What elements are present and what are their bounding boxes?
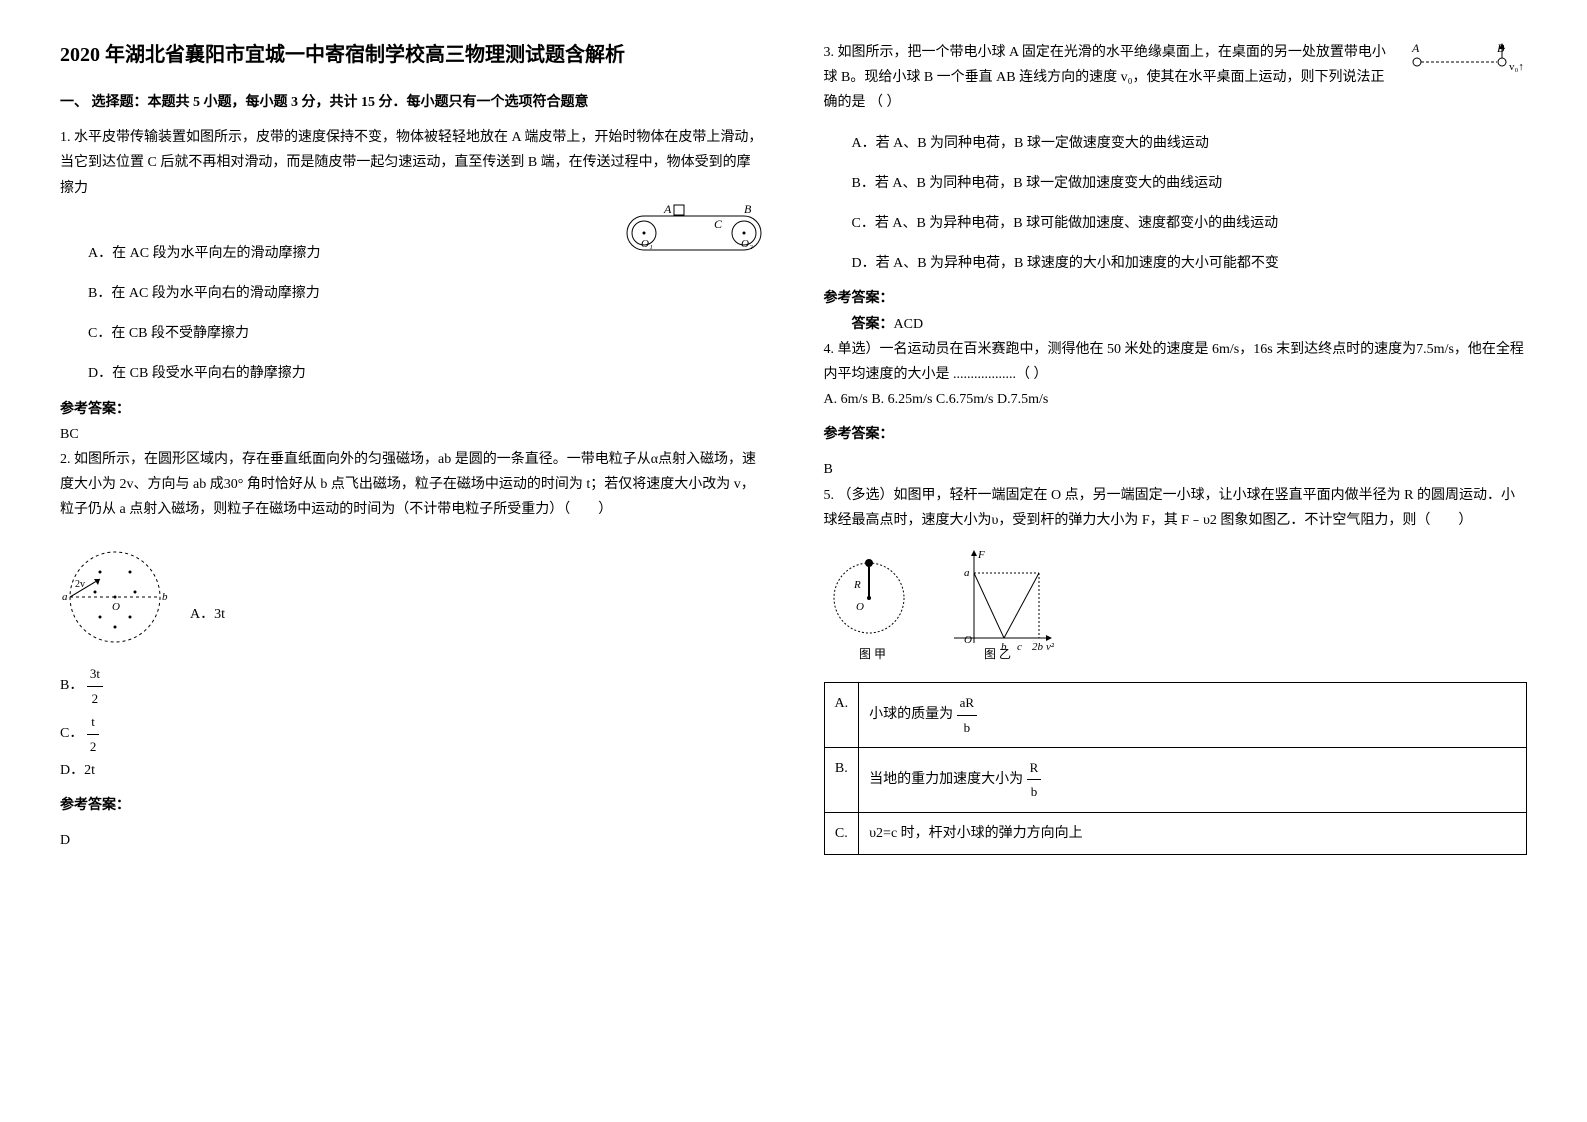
q4-ans: B <box>824 457 1528 482</box>
ab-figure: A B v₀↑ <box>1407 40 1527 80</box>
question-4: 4. 单选）一名运动员在百米赛跑中，测得他在 50 米处的速度是 6m/s，16… <box>824 337 1528 413</box>
q1-optD: D．在 CB 段受水平向右的静摩擦力 <box>60 361 764 386</box>
section-header: 一、 选择题：本题共 5 小题，每小题 3 分，共计 15 分．每小题只有一个选… <box>60 90 764 115</box>
table-row: C. υ2=c 时，杆对小球的弹力方向向上 <box>824 812 1527 854</box>
question-5: 5. （多选）如图甲，轻杆一端固定在 O 点，另一端固定一小球，让小球在竖直平面… <box>824 483 1528 533</box>
q1-ans-label: 参考答案： <box>60 397 764 422</box>
row-label-B: B. <box>824 747 859 812</box>
table-row: B. 当地的重力加速度大小为 Rb <box>824 747 1527 812</box>
q3-ans-row: 答案：ACD <box>824 312 1528 337</box>
q5-stem: 5. （多选）如图甲，轻杆一端固定在 O 点，另一端固定一小球，让小球在竖直平面… <box>824 483 1528 533</box>
q2-optA: A．3t <box>190 532 225 627</box>
svg-text:图 甲: 图 甲 <box>859 647 886 661</box>
svg-text:v₀↑: v₀↑ <box>1509 61 1524 73</box>
row-label-C: C. <box>824 812 859 854</box>
svg-text:b: b <box>162 591 168 603</box>
svg-text:F: F <box>977 549 985 561</box>
svg-text:C: C <box>714 217 723 231</box>
row-content-A: 小球的质量为 aRb <box>859 683 1527 748</box>
q5-option-table: A. 小球的质量为 aRb B. 当地的重力加速度大小为 Rb C. υ2=c … <box>824 682 1528 855</box>
svg-text:R: R <box>853 579 861 591</box>
q4-ans-label: 参考答案： <box>824 422 1528 447</box>
q2-ans: D <box>60 828 764 853</box>
q2-optB: B． 3t2 <box>60 662 764 710</box>
question-2: 2. 如图所示，在圆形区域内，存在垂直纸面向外的匀强磁场，ab 是圆的一条直径。… <box>60 447 764 523</box>
q5-figures: R O 图 甲 F v² a O b c 2b 图 乙 <box>824 543 1528 672</box>
q2-stem-p1: 2. 如图所示，在圆形区域内，存在垂直纸面向外的匀强磁场，ab 是圆的一条直径。… <box>60 452 651 467</box>
svg-text:A: A <box>663 202 672 216</box>
q1-ans: BC <box>60 422 764 447</box>
svg-text:A: A <box>1411 41 1420 55</box>
svg-text:a: a <box>964 567 970 579</box>
svg-text:O₁: O₁ <box>641 238 653 250</box>
q4-stem: 4. 单选）一名运动员在百米赛跑中，测得他在 50 米处的速度是 6m/s，16… <box>824 337 1528 387</box>
q1-optC: C．在 CB 段不受静摩擦力 <box>60 321 764 346</box>
row-label-A: A. <box>824 683 859 748</box>
belt-figure: A B C O₁ O₂ <box>624 201 764 261</box>
q2-optD: D．2t <box>60 758 764 783</box>
svg-text:a: a <box>62 591 68 603</box>
svg-text:c: c <box>1017 641 1022 653</box>
svg-text:v²: v² <box>1046 641 1054 653</box>
q2-optC: C． t2 <box>60 710 764 758</box>
svg-text:B: B <box>744 202 752 216</box>
q1-optB: B．在 AC 段为水平向右的滑动摩擦力 <box>60 281 764 306</box>
svg-text:图 乙: 图 乙 <box>984 647 1011 661</box>
circle-figure: a b O 2v <box>60 542 170 652</box>
svg-text:O: O <box>964 634 972 646</box>
q3-optA: A．若 A、B 为同种电荷，B 球一定做速度变大的曲线运动 <box>824 131 1528 156</box>
row-content-B: 当地的重力加速度大小为 Rb <box>859 747 1527 812</box>
row-content-C: υ2=c 时，杆对小球的弹力方向向上 <box>859 812 1527 854</box>
q1-stem: 1. 水平皮带传输装置如图所示，皮带的速度保持不变，物体被轻轻地放在 A 端皮带… <box>60 125 764 201</box>
q3-ans-label: 参考答案： <box>824 286 1528 311</box>
table-row: A. 小球的质量为 aRb <box>824 683 1527 748</box>
svg-text:O: O <box>112 601 120 613</box>
question-1: 1. 水平皮带传输装置如图所示，皮带的速度保持不变，物体被轻轻地放在 A 端皮带… <box>60 125 764 386</box>
q3-optC: C．若 A、B 为异种电荷，B 球可能做加速度、速度都变小的曲线运动 <box>824 211 1528 236</box>
question-3: A B v₀↑ 3. 如图所示，把一个带电小球 A 固定在光滑的水平绝缘桌面上，… <box>824 40 1528 276</box>
q2-ans-label: 参考答案： <box>60 793 764 818</box>
q4-opts: A. 6m/s B. 6.25m/s C.6.75m/s D.7.5m/s <box>824 387 1528 412</box>
q3-optB: B．若 A、B 为同种电荷，B 球一定做加速度变大的曲线运动 <box>824 171 1528 196</box>
q3-optD: D．若 A、B 为异种电荷，B 球速度的大小和加速度的大小可能都不变 <box>824 251 1528 276</box>
exam-title: 2020 年湖北省襄阳市宜城一中寄宿制学校高三物理测试题含解析 <box>60 40 764 70</box>
svg-text:O₂: O₂ <box>741 238 753 250</box>
svg-text:2b: 2b <box>1032 641 1044 653</box>
svg-text:O: O <box>856 601 864 613</box>
svg-text:2v: 2v <box>75 579 85 590</box>
